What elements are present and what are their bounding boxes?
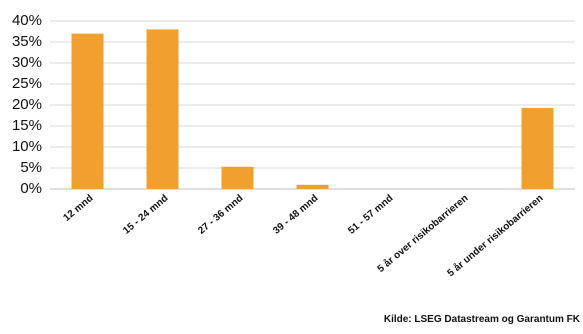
y-tick-label: 25% — [12, 75, 42, 92]
x-tick-label: 27 - 36 mnd — [196, 193, 245, 237]
bar — [521, 107, 554, 189]
bar — [146, 29, 179, 190]
x-tick-label: 15 - 24 mnd — [121, 193, 170, 237]
y-tick-label: 0% — [20, 180, 42, 197]
y-tick-label: 35% — [12, 33, 42, 50]
source-note: Kilde: LSEG Datastream og Garantum FK — [384, 314, 581, 325]
bar — [296, 184, 329, 189]
y-tick-label: 5% — [20, 159, 42, 176]
x-tick-label: 12 mnd — [62, 193, 96, 224]
bar — [221, 166, 254, 189]
bar — [71, 33, 104, 189]
y-tick-label: 30% — [12, 54, 42, 71]
x-tick-label: 39 - 48 mnd — [271, 193, 320, 237]
x-tick-label: 51 - 57 mnd — [346, 193, 395, 237]
y-tick-label: 10% — [12, 138, 42, 155]
y-tick-label: 20% — [12, 96, 42, 113]
y-tick-label: 40% — [12, 12, 42, 29]
y-tick-label: 15% — [12, 117, 42, 134]
